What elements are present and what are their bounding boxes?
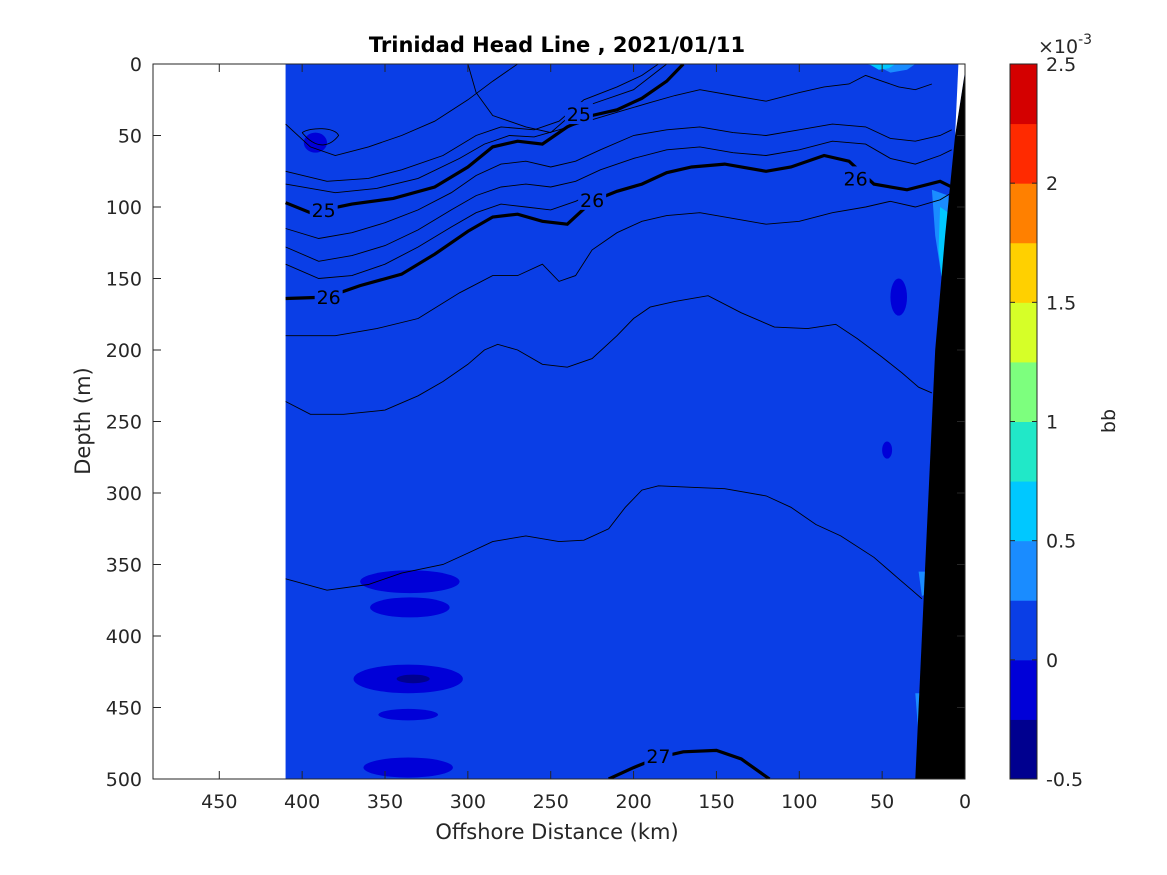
y-tick-label: 50 xyxy=(118,126,142,148)
x-axis-label: Offshore Distance (km) xyxy=(435,820,678,844)
contour-label-text: 26 xyxy=(844,168,868,190)
thin-isoline xyxy=(285,64,659,182)
colorbar-label: bb xyxy=(1098,409,1120,433)
colorbar-swatch xyxy=(1010,183,1037,244)
negative-patch xyxy=(363,757,453,778)
colorbar-swatch xyxy=(1010,659,1037,720)
y-tick-label: 400 xyxy=(106,626,142,648)
x-tick-label: 450 xyxy=(201,791,237,813)
y-tick-label: 150 xyxy=(106,269,142,291)
x-tick-label: 300 xyxy=(450,791,486,813)
contour-label-bg xyxy=(564,102,593,125)
isopycnal-25 xyxy=(285,64,685,215)
contour-label: 26 xyxy=(578,187,607,212)
contour-label-bg xyxy=(644,744,673,767)
colorbar-exponent-base: ×10 xyxy=(1038,36,1078,58)
x-tick-label: 400 xyxy=(284,791,320,813)
colorbar: -0.5 0 0.5 1 1.5 2 2.5 xyxy=(1009,54,1083,791)
thin-isoline xyxy=(285,140,952,262)
x-axis: 450 400 350 300 250 200 150 100 50 0 xyxy=(201,64,971,813)
contour-label-bg xyxy=(578,187,607,210)
y-tick-label: 100 xyxy=(106,197,142,219)
x-tick-label: 100 xyxy=(781,791,817,813)
colorbar-tick-label: 0 xyxy=(1046,650,1058,672)
closed-isoline xyxy=(301,128,340,146)
x-tick-label: 0 xyxy=(959,791,971,813)
contour-label: 25 xyxy=(564,102,593,126)
thin-isoline xyxy=(285,189,601,279)
thin-isoline xyxy=(285,485,923,600)
x-tick-label: 50 xyxy=(870,791,894,813)
colorbar-tick-label: 2 xyxy=(1046,173,1058,195)
contour-label-text: 27 xyxy=(646,746,670,768)
colorbar-tick-label: 1.5 xyxy=(1046,292,1076,314)
y-axis: 0 50 100 150 200 250 300 350 400 450 500 xyxy=(106,54,965,791)
y-tick-label: 500 xyxy=(106,769,142,791)
colorbar-exponent-power: -3 xyxy=(1078,32,1092,48)
y-tick-label: 300 xyxy=(106,483,142,505)
colorbar-tick-label: 2.5 xyxy=(1046,54,1076,76)
isopycnal-27 xyxy=(608,748,771,779)
colorbar-swatch xyxy=(1010,123,1037,184)
contour-label-bg xyxy=(841,166,870,189)
contour-label-text: 26 xyxy=(317,287,341,309)
contour-label: 26 xyxy=(841,166,870,190)
contour-label: 26 xyxy=(314,285,343,309)
plot-area: 25 25 26 26 26 27 xyxy=(152,63,966,780)
y-axis-label: Depth (m) xyxy=(71,367,95,474)
colorbar-tick-label: -0.5 xyxy=(1046,769,1083,791)
colorbar-tick-label: 0.5 xyxy=(1046,531,1076,553)
colorbar-tick-label: 1 xyxy=(1046,412,1058,434)
colorbar-swatch xyxy=(1010,242,1037,303)
y-tick-label: 250 xyxy=(106,412,142,434)
colorbar-swatch xyxy=(1010,540,1037,601)
negative-patch xyxy=(890,278,907,316)
contour-labels-group: 25 25 26 26 26 27 xyxy=(309,102,870,768)
negative-patch xyxy=(370,597,450,618)
negative-patch xyxy=(303,132,327,153)
negative-patch xyxy=(360,570,460,594)
contour-label-text: 26 xyxy=(580,190,604,212)
contour-label-text: 25 xyxy=(312,200,336,222)
bathymetry-gap xyxy=(955,64,965,136)
x-tick-label: 350 xyxy=(367,791,403,813)
bathymetry xyxy=(915,71,965,779)
contour-label-bg xyxy=(309,197,338,220)
negative-patch xyxy=(882,441,893,459)
thin-isoline xyxy=(285,295,933,415)
y-tick-label: 350 xyxy=(106,555,142,577)
y-tick-label: 450 xyxy=(106,698,142,720)
colorbar-swatch xyxy=(1010,600,1037,661)
isopycnal-26 xyxy=(285,153,953,301)
colorbar-exponent: ×10-3 xyxy=(1038,32,1092,58)
thin-isoline xyxy=(285,74,933,194)
contour-lines-group xyxy=(285,64,953,779)
colorbar-swatch xyxy=(1010,302,1037,363)
y-tick-label: 200 xyxy=(106,340,142,362)
thin-isoline xyxy=(285,123,952,239)
colorbar-swatch xyxy=(1010,481,1037,542)
contour-label: 27 xyxy=(644,744,673,768)
negative-patch xyxy=(378,708,439,721)
y-tick-label: 0 xyxy=(130,54,142,76)
negative-patch xyxy=(396,674,430,684)
colorbar-swatch xyxy=(1010,361,1037,422)
thin-isoline xyxy=(285,64,518,156)
thin-isoline xyxy=(285,192,952,337)
contour-label-text: 25 xyxy=(567,104,591,126)
contour-label: 25 xyxy=(309,197,338,222)
contour-label-bg xyxy=(314,285,343,308)
colorbar-swatch xyxy=(1010,421,1037,482)
x-tick-label: 250 xyxy=(533,791,569,813)
chart-title: Trinidad Head Line , 2021/01/11 xyxy=(369,33,745,57)
x-tick-label: 150 xyxy=(698,791,734,813)
colorbar-swatch xyxy=(1010,719,1037,780)
x-tick-label: 200 xyxy=(615,791,651,813)
colorbar-swatch xyxy=(1010,64,1037,125)
